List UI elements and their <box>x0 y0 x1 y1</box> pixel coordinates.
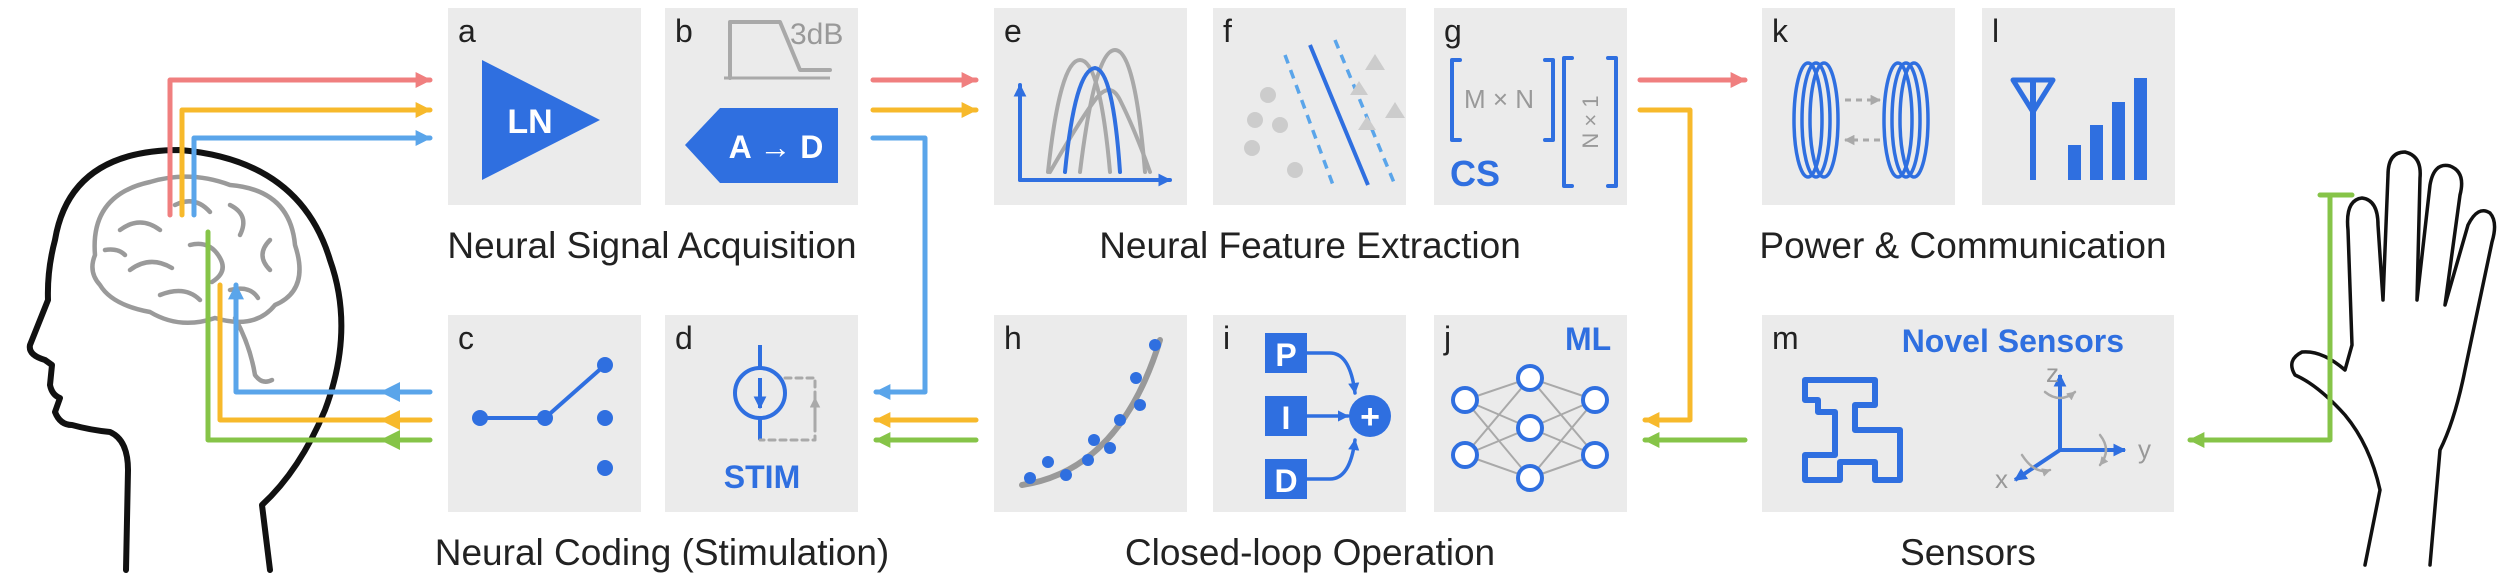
cs-label: CS <box>1450 153 1500 194</box>
panel-d-letter: d <box>675 320 693 356</box>
matrix-brackets-icon <box>1450 56 1618 188</box>
feature-classifier-icon <box>1244 39 1405 186</box>
axis-x-label: x <box>1995 464 2008 494</box>
wireless-coils-icon <box>1792 61 1930 179</box>
filter-3db-label: 3dB <box>790 18 843 51</box>
ln-label: LN <box>507 103 552 141</box>
pid-controller-icon <box>1265 333 1391 499</box>
panel-c-letter: c <box>458 320 474 356</box>
caption-closed-loop: Closed-loop Operation <box>1125 532 1495 573</box>
stim-label: STIM <box>724 459 800 495</box>
pid-i-label: I <box>1282 400 1291 436</box>
pid-p-label: P <box>1275 337 1296 373</box>
current-source-icon <box>733 345 821 442</box>
panel-a-letter: a <box>458 13 476 49</box>
return-arrowheads <box>380 382 400 450</box>
caption-acquisition: Neural Signal Acquisition <box>447 225 856 266</box>
panel-j-letter: j <box>1443 320 1451 356</box>
novel-sensors-label: Novel Sensors <box>1902 323 2124 359</box>
panel-f <box>1213 8 1406 205</box>
panel-m-letter: m <box>1772 320 1799 356</box>
signal-arrows <box>167 71 2355 449</box>
axes-3d-icon <box>2013 373 2127 482</box>
caption-extraction: Neural Feature Extraction <box>1099 225 1521 266</box>
antenna-signal-icon <box>2010 77 2147 180</box>
panel-f-letter: f <box>1223 13 1232 49</box>
hand-icon <box>2290 150 2497 567</box>
vector-nx1-label: N × 1 <box>1578 95 1603 148</box>
panel-k-letter: k <box>1772 13 1789 49</box>
amplifier-triangle-icon <box>482 60 600 180</box>
pid-d-label: D <box>1274 463 1297 499</box>
matrix-mxn-label: M × N <box>1464 84 1534 114</box>
brain-icon <box>90 174 302 384</box>
panel-e-letter: e <box>1004 13 1022 49</box>
panel-i-letter: i <box>1223 320 1230 356</box>
panel-h-letter: h <box>1004 320 1022 356</box>
ml-label: ML <box>1565 321 1611 357</box>
caption-coding: Neural Coding (Stimulation) <box>435 532 889 573</box>
caption-power: Power & Communication <box>1759 225 2166 266</box>
panel-g <box>1434 8 1627 205</box>
panel-b-letter: b <box>675 13 693 49</box>
axis-y-label: y <box>2138 434 2151 464</box>
electrode-switch-icon <box>472 357 613 476</box>
filter-response-icon <box>728 20 832 80</box>
pid-sum-label: + <box>1360 398 1380 436</box>
head-silhouette-icon <box>26 147 345 573</box>
axis-z-label: z <box>2046 358 2059 388</box>
caption-sensors: Sensors <box>1900 532 2036 573</box>
panel-g-letter: g <box>1444 13 1462 49</box>
adc-shape-icon <box>685 108 838 183</box>
curve-fit-icon <box>1019 337 1163 488</box>
panel-l-letter: l <box>1992 13 1999 49</box>
serpentine-sensor-icon <box>1802 377 1903 483</box>
tuning-curves-icon <box>1013 48 1172 187</box>
adc-label: A → D <box>729 129 824 165</box>
neural-network-icon <box>1451 364 1609 492</box>
